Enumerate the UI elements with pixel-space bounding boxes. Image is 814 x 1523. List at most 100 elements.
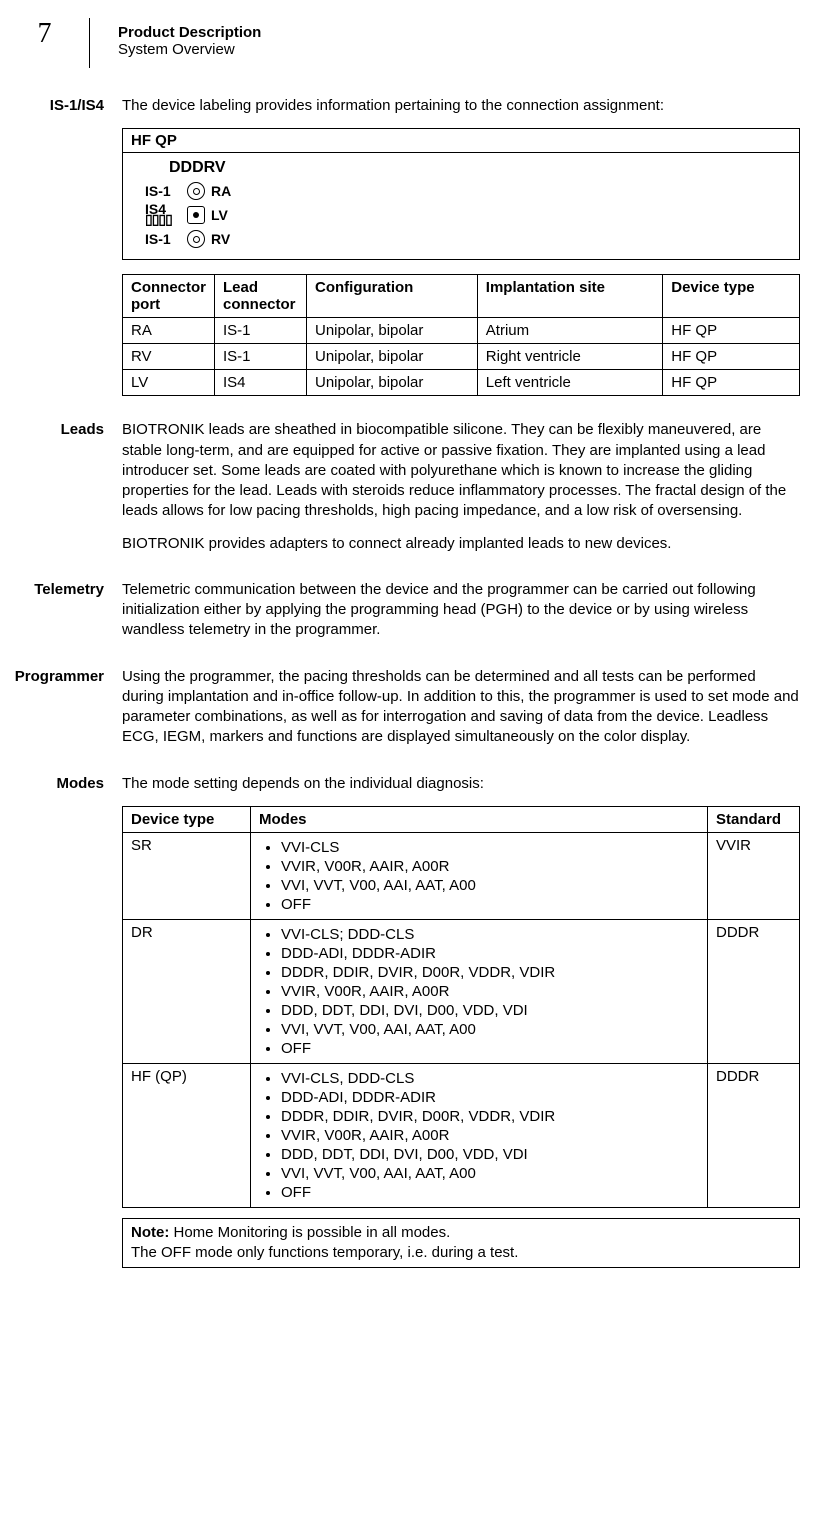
hf-qp-diagram: DDDRV IS-1 RA IS4 ▯▯▯▯ LV bbox=[123, 153, 799, 259]
list-item: OFF bbox=[281, 1184, 699, 1201]
conn-right-label: LV bbox=[211, 207, 239, 223]
leads-p2: BIOTRONIK provides adapters to connect a… bbox=[122, 534, 800, 554]
section-programmer: Programmer Using the programmer, the pac… bbox=[14, 667, 800, 760]
table-cell: IS-1 bbox=[215, 344, 307, 370]
list-item: OFF bbox=[281, 896, 699, 913]
table-row: SR VVI-CLS VVIR, V00R, AAIR, A00R VVI, VVT,… bbox=[123, 832, 800, 919]
page-number: 7 bbox=[0, 18, 90, 68]
list-item: DDD, DDT, DDI, DVI, D00, VDD, VDI bbox=[281, 1002, 699, 1019]
note-label: Note: bbox=[131, 1224, 169, 1241]
conn-left-label: IS-1 bbox=[145, 231, 181, 247]
table-cell: IS-1 bbox=[215, 318, 307, 344]
page-header: 7 Product Description System Overview bbox=[0, 0, 814, 68]
table-row: LVIS4Unipolar, bipolarLeft ventricleHF Q… bbox=[123, 370, 800, 396]
list-item: VVI, VVT, V00, AAI, AAT, A00 bbox=[281, 1165, 699, 1182]
list-item: VVI, VVT, V00, AAI, AAT, A00 bbox=[281, 877, 699, 894]
table-header: Configuration bbox=[307, 275, 478, 318]
list-item: VVI, VVT, V00, AAI, AAT, A00 bbox=[281, 1021, 699, 1038]
table-cell: Unipolar, bipolar bbox=[307, 370, 478, 396]
conn-right-label: RA bbox=[211, 183, 239, 199]
section-telemetry: Telemetry Telemetric communication betwe… bbox=[14, 580, 800, 653]
list-item: VVI-CLS; DDD-CLS bbox=[281, 926, 699, 943]
table-header: Lead connector bbox=[215, 275, 307, 318]
connector-icon bbox=[187, 206, 205, 224]
table-cell: RA bbox=[123, 318, 215, 344]
table-cell-device: DR bbox=[123, 919, 251, 1063]
connector-icon bbox=[187, 230, 205, 248]
table-header: Standard bbox=[708, 806, 800, 832]
table-cell: HF QP bbox=[663, 370, 800, 396]
page-content: IS-1/IS4 The device labeling provides in… bbox=[0, 68, 814, 1306]
header-title: Product Description bbox=[118, 24, 261, 41]
table-cell: Atrium bbox=[477, 318, 662, 344]
section-modes: Modes The mode setting depends on the in… bbox=[14, 774, 800, 1269]
list-item: DDD, DDT, DDI, DVI, D00, VDD, VDI bbox=[281, 1146, 699, 1163]
note-box: Note: Home Monitoring is possible in all… bbox=[122, 1218, 800, 1269]
list-item: OFF bbox=[281, 1040, 699, 1057]
programmer-p1: Using the programmer, the pacing thresho… bbox=[122, 667, 800, 748]
table-cell: Left ventricle bbox=[477, 370, 662, 396]
section-leads: Leads BIOTRONIK leads are sheathed in bi… bbox=[14, 420, 800, 566]
table-cell-modes: VVI-CLS VVIR, V00R, AAIR, A00R VVI, VVT, V… bbox=[251, 832, 708, 919]
table-cell-device: SR bbox=[123, 832, 251, 919]
list-item: VVIR, V00R, AAIR, A00R bbox=[281, 1127, 699, 1144]
table-row: DR VVI-CLS; DDD-CLS DDD-ADI, DDDR-ADIR DDDR… bbox=[123, 919, 800, 1063]
dddrv-label: DDDRV bbox=[169, 159, 791, 177]
hf-qp-box: HF QP DDDRV IS-1 RA IS4 ▯▯▯▯ LV bbox=[122, 128, 800, 260]
section-label: Modes bbox=[14, 774, 122, 1269]
is1is4-intro: The device labeling provides information… bbox=[122, 96, 800, 116]
header-titles: Product Description System Overview bbox=[90, 18, 261, 58]
table-header: Device type bbox=[123, 806, 251, 832]
conn-left-label: IS4 ▯▯▯▯ bbox=[145, 205, 181, 225]
note-line1: Home Monitoring is possible in all modes… bbox=[169, 1224, 450, 1241]
modes-intro: The mode setting depends on the individu… bbox=[122, 774, 800, 794]
list-item: DDDR, DDIR, DVIR, D00R, VDDR, VDIR bbox=[281, 964, 699, 981]
table-cell: IS4 bbox=[215, 370, 307, 396]
note-line2: The OFF mode only functions temporary, i… bbox=[131, 1243, 791, 1263]
table-header: Connector port bbox=[123, 275, 215, 318]
connector-table: Connector portLead connectorConfiguratio… bbox=[122, 274, 800, 396]
modes-table: Device typeModesStandard SR VVI-CLS VVIR, … bbox=[122, 806, 800, 1208]
list-item: VVIR, V00R, AAIR, A00R bbox=[281, 858, 699, 875]
table-row: RVIS-1Unipolar, bipolarRight ventricleHF… bbox=[123, 344, 800, 370]
table-header: Implantation site bbox=[477, 275, 662, 318]
conn-row-lv: IS4 ▯▯▯▯ LV bbox=[145, 203, 791, 227]
section-label: IS-1/IS4 bbox=[14, 96, 122, 406]
table-cell: HF QP bbox=[663, 344, 800, 370]
table-cell-standard: VVIR bbox=[708, 832, 800, 919]
table-cell: Unipolar, bipolar bbox=[307, 318, 478, 344]
telemetry-p1: Telemetric communication between the dev… bbox=[122, 580, 800, 641]
section-label: Programmer bbox=[14, 667, 122, 760]
table-cell: HF QP bbox=[663, 318, 800, 344]
table-cell-standard: DDDR bbox=[708, 919, 800, 1063]
list-item: VVI-CLS, DDD-CLS bbox=[281, 1070, 699, 1087]
is4-pins-icon: ▯▯▯▯ bbox=[145, 211, 172, 227]
list-item: DDD-ADI, DDDR-ADIR bbox=[281, 945, 699, 962]
table-row: HF (QP) VVI-CLS, DDD-CLS DDD-ADI, DDDR-ADI… bbox=[123, 1063, 800, 1207]
table-header: Modes bbox=[251, 806, 708, 832]
table-cell-standard: DDDR bbox=[708, 1063, 800, 1207]
table-cell-device: HF (QP) bbox=[123, 1063, 251, 1207]
conn-right-label: RV bbox=[211, 231, 239, 247]
connector-icon bbox=[187, 182, 205, 200]
list-item: DDD-ADI, DDDR-ADIR bbox=[281, 1089, 699, 1106]
section-label: Telemetry bbox=[14, 580, 122, 653]
table-header: Device type bbox=[663, 275, 800, 318]
conn-left-label: IS-1 bbox=[145, 183, 181, 199]
table-cell: RV bbox=[123, 344, 215, 370]
leads-p1: BIOTRONIK leads are sheathed in biocompa… bbox=[122, 420, 800, 521]
header-subtitle: System Overview bbox=[118, 41, 261, 58]
table-cell: LV bbox=[123, 370, 215, 396]
conn-row-ra: IS-1 RA bbox=[145, 179, 791, 203]
table-row: RAIS-1Unipolar, bipolarAtriumHF QP bbox=[123, 318, 800, 344]
table-cell-modes: VVI-CLS; DDD-CLS DDD-ADI, DDDR-ADIR DDDR, … bbox=[251, 919, 708, 1063]
list-item: DDDR, DDIR, DVIR, D00R, VDDR, VDIR bbox=[281, 1108, 699, 1125]
list-item: VVIR, V00R, AAIR, A00R bbox=[281, 983, 699, 1000]
table-cell: Unipolar, bipolar bbox=[307, 344, 478, 370]
table-cell-modes: VVI-CLS, DDD-CLS DDD-ADI, DDDR-ADIR DDDR, … bbox=[251, 1063, 708, 1207]
hf-qp-title: HF QP bbox=[123, 129, 799, 153]
section-is1is4: IS-1/IS4 The device labeling provides in… bbox=[14, 96, 800, 406]
list-item: VVI-CLS bbox=[281, 839, 699, 856]
table-cell: Right ventricle bbox=[477, 344, 662, 370]
conn-row-rv: IS-1 RV bbox=[145, 227, 791, 251]
